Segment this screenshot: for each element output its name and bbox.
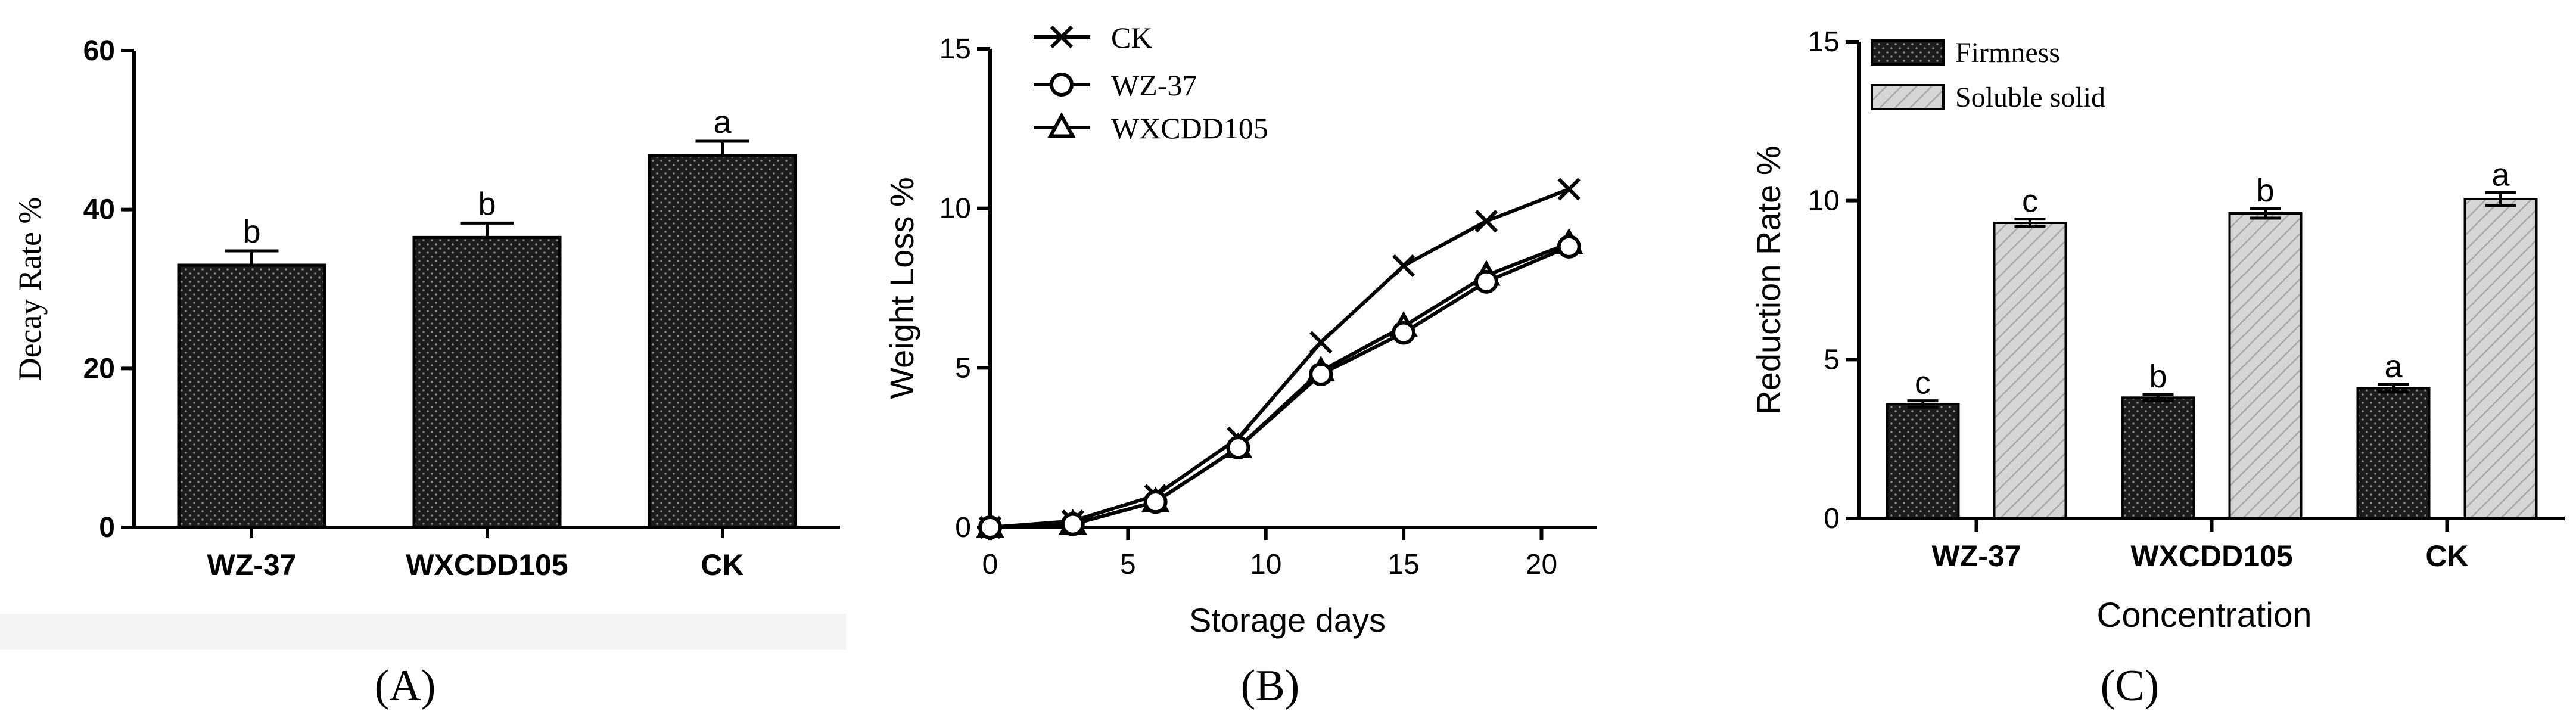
x-tick-label-c: CK	[2425, 539, 2468, 573]
y-tick-label-a: 60	[83, 35, 115, 67]
bottom-strip	[0, 614, 846, 650]
panel-b-weight-loss: 0 5 10 15 0 5 10 15 20 Storage days Weight Loss % C…	[883, 21, 1597, 639]
bar-c-Soluble solid-CK	[2463, 198, 2538, 520]
bar-c-Soluble solid-WZ-37	[1993, 222, 2067, 520]
x-tick-label-a: WZ-37	[207, 548, 297, 582]
y-tick-label-a: 40	[83, 194, 115, 226]
x-axis-label-b: Storage days	[1189, 601, 1386, 639]
point-WZ-37	[1309, 362, 1333, 387]
annotation-a: a	[713, 104, 732, 140]
point-WZ-37	[1226, 436, 1250, 460]
bar-c-Firmness-CK	[2356, 387, 2431, 520]
x-tick-label-a: WXCDD105	[406, 548, 568, 582]
legend-marker-b	[1050, 73, 1074, 97]
panel-label-b: (B)	[1241, 661, 1300, 710]
annotation-c: a	[2491, 157, 2510, 192]
annotation-c: a	[2384, 349, 2403, 384]
legend-swatch-c	[1871, 84, 1945, 110]
point-WZ-37	[1392, 321, 1416, 345]
x-tick-label-b: 20	[1526, 549, 1557, 580]
bar-c-Soluble solid-WXCDD105	[2228, 212, 2303, 520]
x-tick-label-b: 0	[982, 549, 998, 580]
y-tick-label-c: 10	[1808, 185, 1840, 217]
y-axis-label-b: Weight Loss %	[883, 177, 920, 399]
annotation-c: b	[2149, 359, 2167, 394]
x-tick-label-b: 10	[1250, 549, 1281, 580]
y-tick-label-a: 20	[83, 353, 115, 384]
x-tick-label-a: CK	[701, 548, 743, 582]
line-WZ-37	[990, 245, 1570, 529]
point-CK	[1557, 178, 1581, 201]
y-tick-label-b: 5	[955, 352, 971, 384]
y-tick-label-b: 0	[955, 512, 971, 543]
panel-label-c: (C)	[2101, 661, 2160, 710]
bar-c-Firmness-WXCDD105	[2121, 396, 2195, 520]
x-tick-label-c: WZ-37	[1932, 539, 2021, 573]
annotation-c: c	[2022, 184, 2038, 219]
legend-marker-b	[1047, 112, 1076, 138]
x-axis-label-c: Concentration	[2096, 596, 2311, 635]
y-tick-label-c: 0	[1824, 503, 1840, 535]
panel-c-reduction-rate: 0 5 10 15 Reduction Rate % Concentration c c WZ-…	[1750, 26, 2565, 635]
point-WZ-37	[1557, 234, 1581, 259]
legend-label-b: WZ-37	[1111, 69, 1197, 102]
y-tick-label-c: 5	[1824, 344, 1840, 375]
bar-a-WXCDD105	[412, 235, 562, 529]
y-axis-label-c: Reduction Rate %	[1750, 145, 1787, 414]
y-tick-label-b: 10	[939, 193, 971, 225]
bar-a-CK	[648, 154, 797, 529]
legend-marker-b	[1050, 25, 1074, 49]
point-CK	[1392, 254, 1415, 278]
annotation-c: b	[2256, 173, 2274, 209]
annotation-a: b	[478, 186, 496, 222]
point-WZ-37	[1474, 269, 1498, 294]
line-CK	[990, 187, 1570, 529]
x-tick-label-b: 5	[1120, 549, 1136, 580]
annotation-a: b	[242, 214, 260, 250]
legend-label-b: CK	[1111, 21, 1152, 54]
bar-a-WZ-37	[177, 263, 326, 529]
point-CK	[1309, 331, 1333, 354]
legend-label-c: Soluble solid	[1955, 82, 2105, 113]
y-axis-label-a: Decay Rate %	[12, 197, 48, 381]
x-tick-label-b: 15	[1387, 549, 1419, 580]
point-WZ-37	[1060, 512, 1085, 536]
panel-label-a: (A)	[375, 661, 436, 710]
legend-label-b: WXCDD105	[1111, 111, 1268, 145]
y-tick-label-a: 0	[99, 512, 115, 543]
y-tick-label-c: 15	[1808, 26, 1840, 58]
annotation-c: c	[1915, 365, 1931, 401]
point-CK	[1474, 209, 1498, 233]
legend-label-c: Firmness	[1955, 37, 2060, 69]
point-WZ-37	[978, 515, 1002, 539]
panel-a-decay-rate: 0 20 40 60 Decay Rate % b WZ-37 b WXCDD105 a CK	[12, 35, 840, 582]
legend-swatch-c	[1871, 39, 1945, 66]
point-WZ-37	[1143, 490, 1168, 514]
x-tick-label-c: WXCDD105	[2130, 539, 2292, 573]
y-tick-label-b: 15	[939, 33, 971, 65]
bar-c-Firmness-WZ-37	[1886, 403, 1960, 520]
